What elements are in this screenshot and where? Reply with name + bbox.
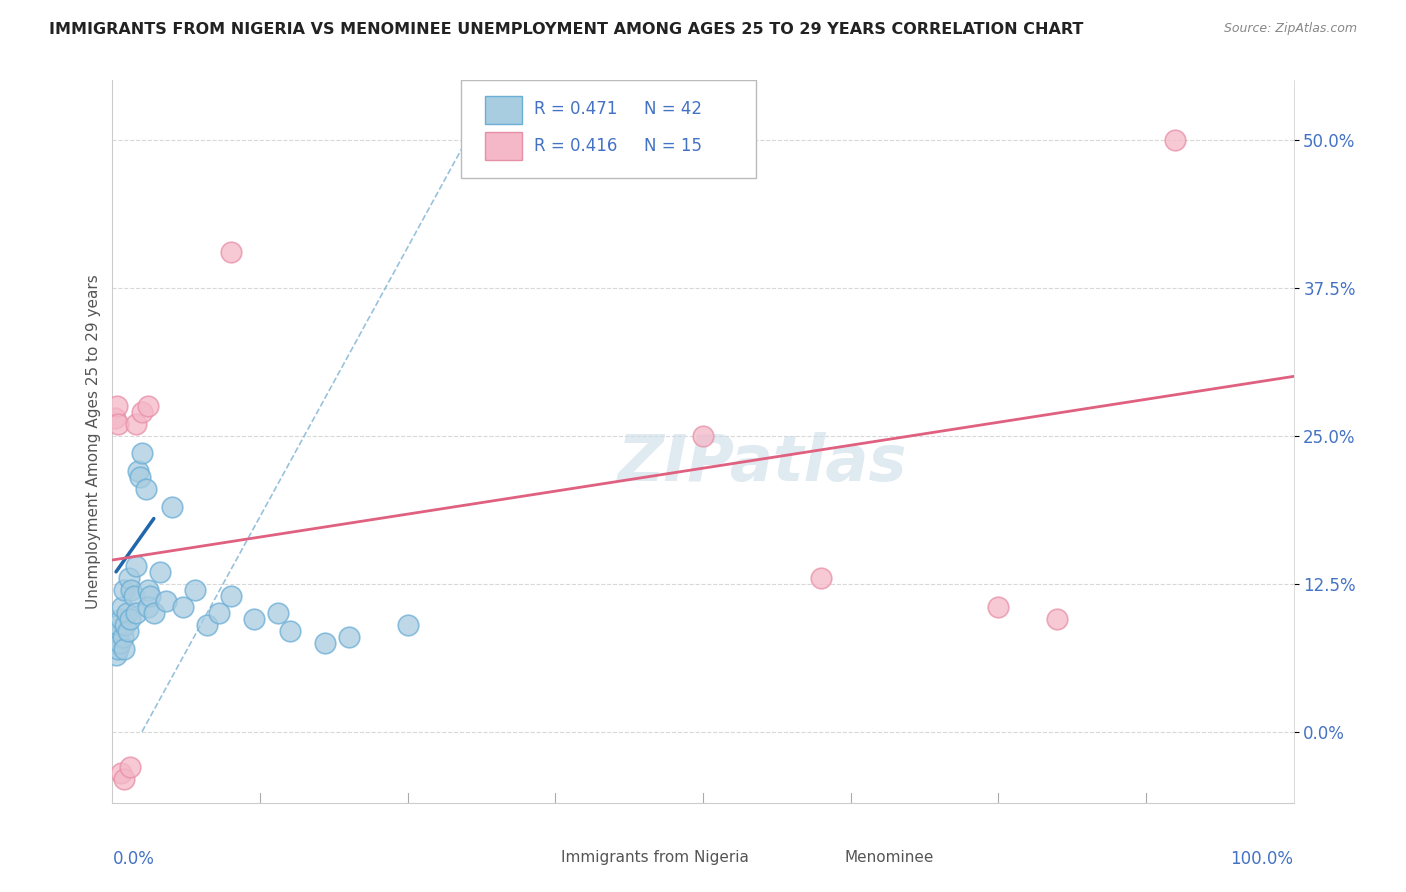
FancyBboxPatch shape (817, 835, 846, 857)
Point (104, 636, 127, 650)
Text: 100.0%: 100.0% (1230, 850, 1294, 868)
Point (107, 618, 129, 632)
Point (125, 607, 148, 621)
Point (112, 772, 135, 786)
Point (112, 582, 135, 597)
Point (120, 612, 142, 626)
Point (112, 641, 135, 656)
FancyBboxPatch shape (461, 80, 756, 178)
Text: R = 0.416: R = 0.416 (534, 137, 617, 155)
Point (219, 589, 242, 603)
Point (142, 607, 165, 621)
Text: R = 0.471: R = 0.471 (534, 100, 617, 118)
Point (111, 600, 134, 615)
Point (243, 612, 266, 626)
Point (810, 571, 832, 585)
Point (135, 482, 157, 496)
Point (107, 641, 129, 656)
FancyBboxPatch shape (485, 132, 522, 160)
Point (107, 417, 129, 431)
Point (219, 245, 242, 260)
Point (208, 607, 231, 621)
Text: IMMIGRANTS FROM NIGERIA VS MENOMINEE UNEMPLOYMENT AMONG AGES 25 TO 29 YEARS CORR: IMMIGRANTS FROM NIGERIA VS MENOMINEE UNE… (49, 22, 1084, 37)
Point (108, 636, 131, 650)
Text: Menominee: Menominee (845, 850, 934, 864)
Point (172, 600, 194, 615)
Text: N = 15: N = 15 (644, 137, 702, 155)
Point (118, 571, 141, 585)
Point (120, 760, 142, 774)
Point (278, 624, 301, 638)
Point (184, 582, 207, 597)
Point (131, 446, 153, 460)
Point (987, 600, 1010, 615)
Point (1164, 132, 1187, 146)
Point (115, 607, 138, 621)
Point (314, 636, 336, 650)
Text: Source: ZipAtlas.com: Source: ZipAtlas.com (1223, 22, 1357, 36)
Point (1046, 612, 1069, 626)
Point (125, 417, 148, 431)
Point (120, 582, 142, 597)
Point (136, 399, 159, 413)
Point (125, 558, 148, 573)
Point (122, 589, 145, 603)
Text: 0.0%: 0.0% (112, 850, 155, 868)
Point (105, 648, 128, 662)
Point (267, 607, 290, 621)
Point (112, 630, 135, 644)
Point (136, 582, 159, 597)
Point (117, 624, 139, 638)
Point (105, 630, 128, 644)
Point (136, 600, 159, 615)
Text: N = 42: N = 42 (644, 100, 702, 118)
Point (128, 470, 150, 484)
Text: Immigrants from Nigeria: Immigrants from Nigeria (561, 850, 749, 864)
Point (396, 618, 419, 632)
Point (337, 630, 360, 644)
Point (104, 410, 127, 425)
Point (127, 464, 149, 478)
FancyBboxPatch shape (485, 96, 522, 124)
Y-axis label: Unemployment Among Ages 25 to 29 years: Unemployment Among Ages 25 to 29 years (86, 274, 101, 609)
Point (110, 612, 132, 626)
Point (155, 594, 177, 608)
FancyBboxPatch shape (520, 835, 550, 857)
Point (105, 399, 128, 413)
Point (110, 766, 132, 780)
Point (131, 405, 153, 419)
Point (160, 500, 183, 514)
Point (139, 589, 162, 603)
Point (149, 565, 172, 579)
Point (195, 618, 218, 632)
Point (114, 618, 136, 632)
Point (692, 428, 714, 442)
Text: ZIPatlas: ZIPatlas (617, 433, 907, 494)
